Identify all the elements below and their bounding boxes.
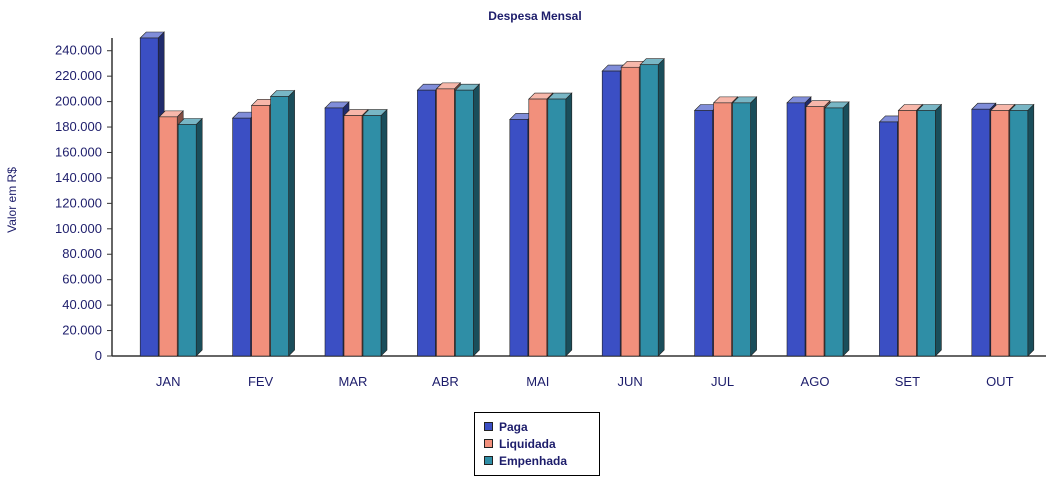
bar-side: [288, 89, 295, 357]
bar-liquidada-set: [898, 110, 917, 357]
bar-paga-ago: [786, 102, 806, 357]
bar-empenhada-set: [917, 110, 936, 357]
bar-empenhada-mai: [547, 98, 567, 357]
legend-swatch-liquidada: [484, 439, 493, 448]
bar-side: [195, 117, 203, 357]
bar-side: [473, 83, 480, 357]
bar-empenhada-out: [1009, 110, 1029, 357]
bar-paga-mai: [509, 119, 529, 357]
chart-legend: Paga Liquidada Empenhada: [474, 412, 600, 476]
y-tick-label: 180.000: [55, 119, 102, 134]
legend-item-liquidada: Liquidada: [484, 435, 599, 452]
bar-side: [935, 103, 942, 357]
bar-liquidada-out: [990, 110, 1010, 357]
x-tick-label: MAI: [526, 374, 549, 389]
y-tick-label: 80.000: [62, 246, 102, 261]
y-tick-label: 140.000: [55, 170, 102, 185]
bar-empenhada-fev: [270, 96, 289, 357]
bar-paga-mar: [324, 107, 344, 357]
y-tick-label: 100.000: [55, 221, 102, 236]
bar-liquidada-jan: [158, 116, 178, 357]
legend-label-liquidada: Liquidada: [499, 436, 556, 451]
y-tick-label: 160.000: [55, 144, 102, 159]
legend-swatch-paga: [484, 422, 493, 431]
bar-empenhada-mar: [362, 115, 382, 357]
y-tick-label: 220.000: [55, 68, 102, 83]
y-tick-labels: 0 20.000 40.000 60.000 80.000 100.000 120.000 1…: [55, 43, 112, 363]
legend-item-paga: Paga: [484, 418, 599, 435]
bar-paga-out: [971, 108, 991, 357]
bar-empenhada-jun: [639, 64, 659, 357]
bar-side: [565, 92, 573, 357]
x-tick-label: FEV: [248, 374, 274, 389]
x-tick-label: JAN: [156, 374, 181, 389]
y-tick-label: 0: [95, 348, 102, 363]
x-tick-label: SET: [895, 374, 920, 389]
bar-liquidada-jun: [620, 66, 640, 357]
chart-title: Despesa Mensal: [488, 9, 581, 23]
x-tick-label: ABR: [432, 374, 459, 389]
bar-liquidada-fev: [251, 105, 270, 357]
y-tick-label: 40.000: [62, 297, 102, 312]
bar-side: [842, 101, 850, 357]
y-tick-label: 20.000: [62, 323, 102, 338]
legend-item-empenhada: Empenhada: [484, 452, 599, 469]
x-tick-label: MAR: [339, 374, 368, 389]
bar-paga-fev: [232, 117, 251, 357]
bar-side: [1027, 103, 1035, 357]
bar-empenhada-abr: [455, 89, 474, 357]
bars: [139, 31, 1035, 357]
bar-side: [750, 96, 757, 357]
bar-paga-jun: [601, 70, 621, 357]
y-axis-label: Valor em R$: [5, 167, 19, 233]
bar-empenhada-jan: [177, 124, 197, 357]
y-tick-label: 200.000: [55, 94, 102, 109]
bar-empenhada-ago: [824, 107, 844, 357]
x-tick-label: OUT: [986, 374, 1014, 389]
x-tick-label: JUL: [711, 374, 734, 389]
y-tick-label: 60.000: [62, 272, 102, 287]
legend-label-paga: Paga: [499, 419, 528, 434]
bar-side: [657, 57, 665, 357]
bar-paga-abr: [417, 89, 436, 357]
bar-paga-jul: [694, 110, 713, 357]
bar-empenhada-jul: [732, 102, 751, 357]
bar-liquidada-mar: [343, 115, 363, 357]
x-tick-labels: JAN FEV MAR ABR MAI JUN JUL AGO SET OUT: [156, 374, 1014, 389]
bar-side: [380, 108, 388, 357]
bar-paga-set: [879, 121, 898, 357]
bar-liquidada-jul: [713, 102, 732, 357]
legend-label-empenhada: Empenhada: [499, 453, 568, 468]
x-tick-label: AGO: [801, 374, 830, 389]
y-tick-label: 240.000: [55, 43, 102, 58]
bar-liquidada-mai: [528, 98, 548, 357]
legend-swatch-empenhada: [484, 456, 493, 465]
bar-liquidada-abr: [436, 88, 455, 357]
bar-paga-jan: [139, 37, 159, 357]
x-tick-label: JUN: [618, 374, 643, 389]
y-tick-label: 120.000: [55, 195, 102, 210]
bar-liquidada-ago: [805, 106, 825, 357]
